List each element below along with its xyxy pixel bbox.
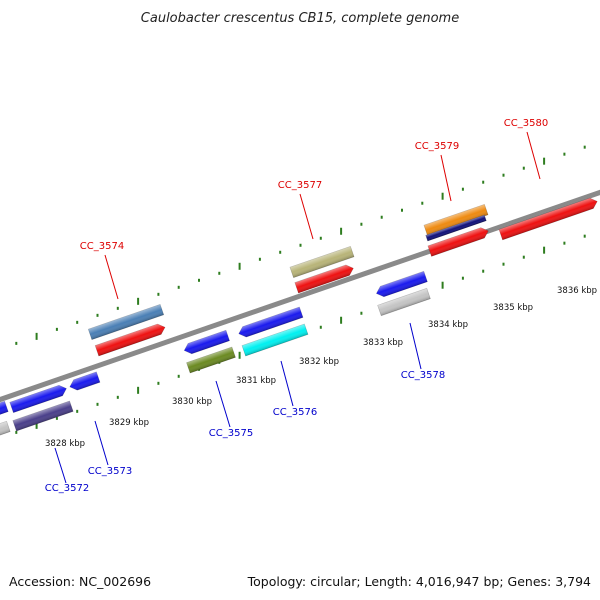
feature-left-blue [0,400,9,418]
feature-cc3576-cyan-shading [242,324,308,356]
gene-label-g3580[interactable]: CC_3580 [504,118,548,129]
feature-cc3577-red-shading [294,264,354,293]
feature-cc3576-blue [238,306,304,338]
feature-cc3577-red [294,264,354,294]
feature-left-silver-shading [0,421,11,439]
gene-labels: CC_3572 CC_3573 CC_3574 CC_3575 CC_3576 CC_35… [45,118,548,494]
feature-left-silver [0,420,11,440]
feature-cc3578-blue [376,270,428,298]
feature-cc3579-orange-shading [423,204,489,236]
feature-cc3575-blue [183,329,230,355]
g3576-leader-line [280,360,294,407]
g3580-leader-line [526,131,541,180]
kbp-label-3835: 3835 kbp [493,303,533,313]
gene-label-g3576[interactable]: CC_3576 [273,407,317,418]
g3579-leader-line [440,154,452,202]
feature-cc3577-khaki [289,245,355,279]
feature-cc3575-blue-shading [184,330,230,354]
feature-cc3579-navy-shading [425,215,487,241]
kbp-label-3833: 3833 kbp [363,338,403,348]
gene-features [0,197,598,440]
feature-cc3575-olive-shading [186,346,236,374]
accession-text: Accession: NC_002696 [9,574,151,589]
kbp-label-3832: 3832 kbp [299,357,339,367]
kbp-label-3828: 3828 kbp [45,439,85,449]
scale-ticks [15,145,586,434]
kbp-label-3829: 3829 kbp [109,418,149,428]
feature-cc3573-blue-shading [69,371,100,391]
feature-cc3575-olive [186,346,236,374]
scale-labels: 3828 kbp 3829 kbp 3830 kbp 3831 kbp 3832 kbp… [45,286,597,449]
kbp-label-3834: 3834 kbp [428,320,468,330]
feature-cc3576-blue-shading [238,307,303,338]
g3578-leader-line [409,322,422,370]
map-title: Caulobacter crescentus CB15, complete ge… [141,11,459,26]
feature-cc3580-red [498,197,598,241]
g3572-leader-line [54,447,67,484]
feature-cc3579-red [427,227,489,257]
gene-label-g3574[interactable]: CC_3574 [80,241,124,252]
genome-backbone [0,189,600,403]
g3575-leader-line [215,380,231,428]
feature-cc3579-orange [423,203,489,237]
feature-left-blue-shading [0,401,9,417]
g3573-leader-line [94,420,109,466]
genome-summary-text: Topology: circular; Length: 4,016,947 bp… [247,574,591,589]
kbp-label-3831: 3831 kbp [236,376,276,386]
feature-cc3579-navy [425,214,487,242]
gene-label-g3577[interactable]: CC_3577 [278,180,322,191]
kbp-label-3830: 3830 kbp [172,397,212,407]
g3577-leader-line [299,193,314,240]
feature-cc3578-silver-shading [377,288,431,316]
kbp-label-3836: 3836 kbp [557,286,597,296]
gene-label-g3573[interactable]: CC_3573 [88,466,132,477]
feature-cc3573-blue [69,371,101,391]
feature-cc3572-blue-shading [9,385,67,413]
feature-cc3572-indigo-shading [12,401,74,431]
feature-cc3574-red-shading [95,324,166,356]
feature-cc3580-red-shading [498,198,598,240]
feature-cc3572-indigo [12,400,74,432]
feature-cc3572-blue [9,384,67,414]
feature-cc3578-silver [377,287,431,317]
feature-cc3579-red-shading [427,227,489,257]
feature-cc3576-cyan [241,323,309,357]
g3574-leader-line [104,254,119,300]
label-leaders [54,131,541,484]
feature-cc3578-blue-shading [376,271,428,297]
gene-label-g3572[interactable]: CC_3572 [45,483,89,494]
feature-cc3574-steel [87,304,165,340]
gene-label-g3578[interactable]: CC_3578 [401,370,445,381]
feature-cc3574-red [94,323,166,357]
feature-cc3577-khaki-shading [289,246,355,278]
gene-label-g3575[interactable]: CC_3575 [209,428,253,439]
feature-cc3574-steel-shading [88,304,164,340]
gene-label-g3579[interactable]: CC_3579 [415,141,459,152]
